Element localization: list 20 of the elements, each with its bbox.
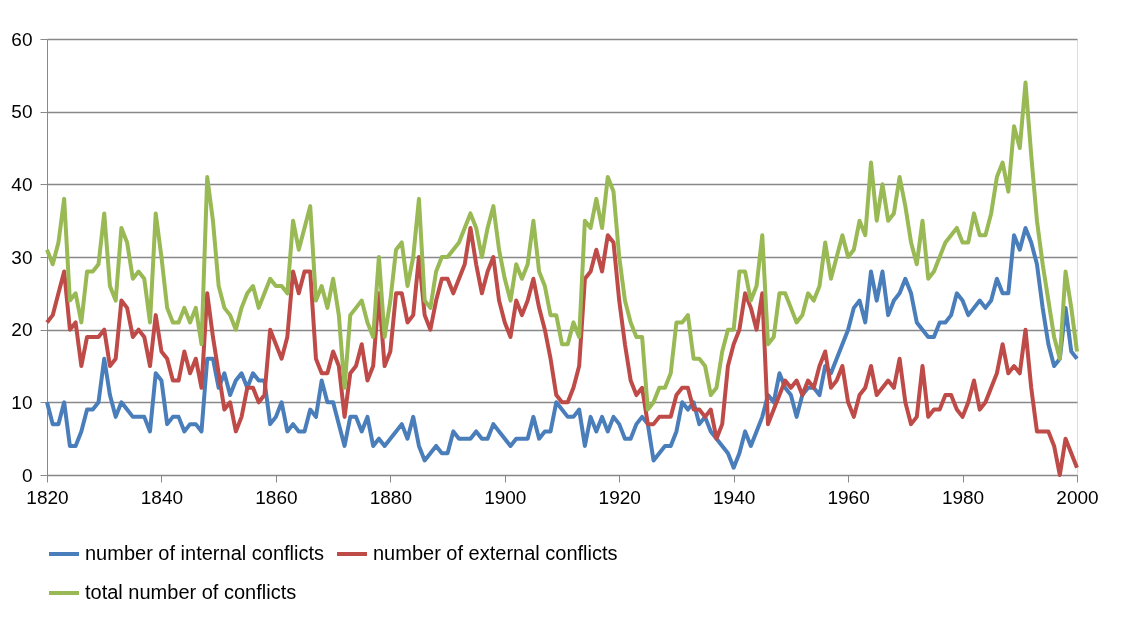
x-tick-label: 1960 — [827, 486, 870, 508]
x-tick-label: 1900 — [484, 486, 527, 508]
y-tick-label: 20 — [11, 319, 33, 341]
y-tick-label: 60 — [11, 28, 33, 50]
y-tick-label: 10 — [11, 391, 33, 413]
x-tick-label: 2000 — [1056, 486, 1099, 508]
x-tick-label: 1920 — [598, 486, 641, 508]
x-tick-label: 1860 — [255, 486, 298, 508]
legend-label: total number of conflicts — [85, 581, 297, 603]
x-tick-label: 1940 — [713, 486, 756, 508]
x-tick-label: 1820 — [26, 486, 69, 508]
y-tick-label: 50 — [11, 101, 33, 123]
y-tick-label: 40 — [11, 173, 33, 195]
x-tick-label: 1980 — [941, 486, 985, 508]
x-tick-label: 1840 — [140, 486, 184, 508]
y-tick-label: 0 — [21, 464, 33, 486]
legend-label: number of internal conflicts — [85, 542, 325, 564]
legend-label: number of external conflicts — [373, 542, 618, 564]
y-tick-label: 30 — [11, 246, 33, 268]
x-tick-label: 1880 — [369, 486, 412, 508]
